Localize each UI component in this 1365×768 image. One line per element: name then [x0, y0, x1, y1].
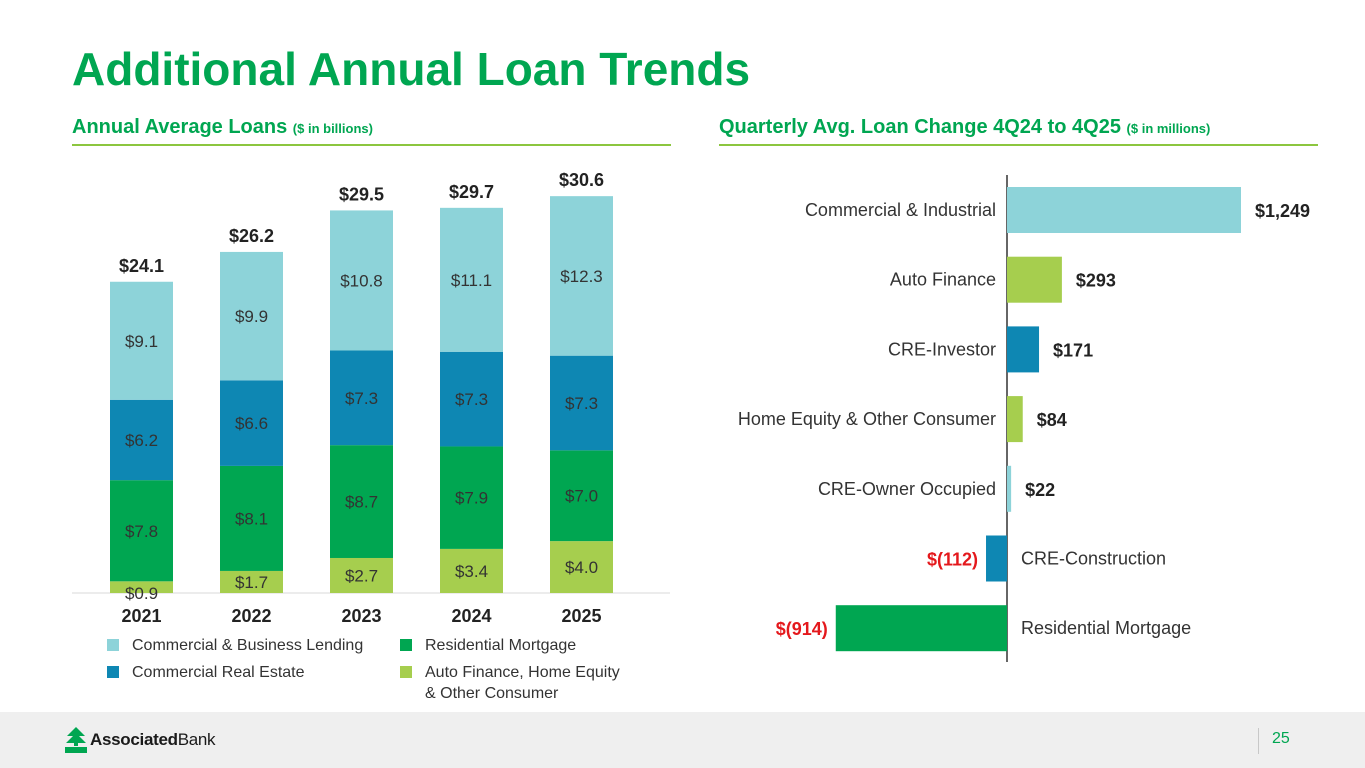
x-tick-label: 2021	[121, 606, 161, 626]
hbar-value-label: $(112)	[927, 550, 978, 570]
segment-value-label: $11.1	[451, 271, 492, 290]
bar-segment	[220, 380, 283, 466]
company-logo: AssociatedBank	[64, 726, 216, 754]
bar-segment	[440, 207, 503, 352]
bar-segment	[330, 445, 393, 558]
bar-segment	[440, 351, 503, 447]
bar-segment	[440, 446, 503, 549]
segment-value-label: $2.7	[345, 566, 378, 585]
bar-segment	[440, 548, 503, 593]
segment-value-label: $7.0	[565, 487, 598, 506]
segment-value-label: $10.8	[340, 271, 383, 290]
hbar	[1007, 256, 1062, 303]
page-number: 25	[1272, 730, 1290, 747]
category-label: Commercial & Industrial	[805, 200, 996, 220]
hbar-value-label: $84	[1037, 410, 1067, 430]
legend-label: Residential Mortgage	[425, 637, 577, 654]
legend-label: Commercial Real Estate	[132, 664, 305, 681]
bar-total-label: $26.2	[229, 226, 274, 246]
footer: AssociatedBank 25	[0, 712, 1365, 768]
segment-value-label: $7.9	[455, 489, 488, 508]
legend-swatch-auto-consumer	[400, 666, 412, 678]
bar-segment	[110, 399, 173, 481]
segment-value-label: $7.3	[565, 394, 598, 413]
x-tick-label: 2023	[341, 606, 381, 626]
category-label: Auto Finance	[890, 270, 996, 290]
bar-segment	[220, 570, 283, 593]
category-label: CRE-Investor	[888, 339, 996, 359]
left-heading-unit: ($ in billions)	[292, 121, 373, 136]
x-tick-label: 2025	[561, 606, 601, 626]
hbar	[1007, 396, 1023, 443]
segment-value-label: $4.0	[565, 558, 598, 577]
bar-segment	[550, 541, 613, 593]
legend-label: Commercial & Business Lending	[132, 637, 364, 654]
page-title: Additional Annual Loan Trends	[72, 43, 751, 95]
bar-total-label: $29.5	[339, 184, 384, 204]
annual-average-loans-chart: $0.9 $7.8 $6.2 $9.1 $24.1 2021 $1.7 $8.1 $6.6 $9.…	[72, 170, 670, 626]
bar-segment	[110, 281, 173, 400]
quarterly-loan-change-chart: Commercial & Industrial $1,249 Auto Financ…	[738, 175, 1310, 662]
hbar-value-label: $1,249	[1255, 201, 1310, 221]
segment-value-label: $8.1	[235, 509, 268, 528]
segment-value-label: $1.7	[235, 573, 268, 592]
bar-segment	[220, 465, 283, 571]
quarterly-change-heading: Quarterly Avg. Loan Change 4Q24 to 4Q25 …	[719, 116, 1210, 139]
bar-total-label: $29.7	[449, 182, 494, 202]
right-heading-text: Quarterly Avg. Loan Change 4Q24 to 4Q25	[719, 116, 1121, 138]
annual-average-loans-heading: Annual Average Loans ($ in billions)	[72, 116, 373, 139]
segment-value-label: $7.3	[345, 389, 378, 408]
hbar-value-label: $293	[1076, 271, 1116, 291]
logo-mark-icon	[65, 727, 87, 753]
segment-value-label: $9.1	[125, 332, 158, 351]
logo-wordmark-regular: Bank	[177, 730, 216, 749]
hbar	[1007, 326, 1040, 373]
segment-value-label: $6.2	[125, 431, 158, 450]
category-label: Residential Mortgage	[1021, 618, 1191, 638]
segment-value-label: $7.8	[125, 522, 158, 541]
legend-label: Auto Finance, Home Equity	[425, 664, 620, 681]
left-heading-text: Annual Average Loans	[72, 116, 288, 138]
bar-segment	[550, 355, 613, 451]
legend-label-line-2: & Other Consumer	[425, 685, 559, 702]
segment-value-label: $8.7	[345, 493, 378, 512]
right-heading-rule	[719, 144, 1318, 146]
hbar	[986, 535, 1007, 582]
segment-value-label: $3.4	[455, 562, 488, 581]
bar-segment	[330, 350, 393, 446]
hbar-value-label: $22	[1025, 480, 1055, 500]
bar-total-label: $24.1	[119, 256, 164, 276]
legend-swatch-commercial-business	[107, 639, 119, 651]
page-number-divider	[1258, 728, 1259, 754]
segment-value-label: $9.9	[235, 307, 268, 326]
hbar	[835, 605, 1007, 652]
segment-value-label: $0.9	[125, 584, 158, 603]
legend-swatch-commercial-real-estate	[107, 666, 119, 678]
category-label: CRE-Construction	[1021, 549, 1166, 569]
segment-value-label: $12.3	[560, 267, 603, 286]
left-heading-rule	[72, 144, 671, 146]
category-label: Home Equity & Other Consumer	[738, 409, 996, 429]
logo-wordmark: AssociatedBank	[90, 730, 216, 750]
hbar	[1007, 465, 1012, 512]
bar-segment	[110, 581, 173, 593]
category-label: CRE-Owner Occupied	[818, 479, 996, 499]
bar-segment	[550, 196, 613, 356]
segment-value-label: $6.6	[235, 414, 268, 433]
legend-swatch-residential-mortgage	[400, 639, 412, 651]
hbar-value-label: $171	[1053, 340, 1093, 360]
bar-segment	[550, 450, 613, 542]
bar-segment	[110, 480, 173, 582]
bar-segment	[330, 210, 393, 351]
hbar-value-label: $(914)	[776, 619, 828, 639]
segment-value-label: $7.3	[455, 390, 488, 409]
right-heading-unit: ($ in millions)	[1126, 121, 1211, 136]
x-tick-label: 2024	[451, 606, 491, 626]
logo-wordmark-bold: Associated	[90, 730, 178, 749]
bar-total-label: $30.6	[559, 170, 604, 190]
bar-segment	[330, 557, 393, 593]
x-tick-label: 2022	[231, 606, 271, 626]
hbar	[1007, 187, 1241, 233]
bar-segment	[220, 251, 283, 381]
